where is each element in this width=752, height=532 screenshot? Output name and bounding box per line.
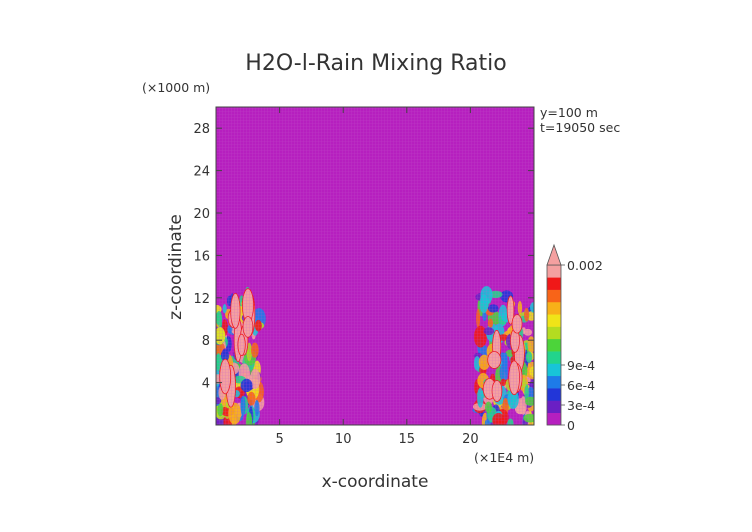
colorbar-segment — [547, 412, 561, 426]
x-tick-label: 15 — [399, 432, 416, 447]
colorbar-tick-label: 3e-4 — [567, 398, 595, 413]
colorbar-segment — [547, 351, 561, 364]
y-axis-title: z-coordinate — [166, 214, 186, 320]
annotation-y: y=100 m — [540, 105, 598, 120]
x-tick-label: 10 — [335, 432, 352, 447]
colorbar-tick-label: 9e-4 — [567, 358, 595, 373]
y-tick-label: 28 — [193, 122, 210, 137]
y-tick-label: 12 — [193, 292, 210, 307]
field-grid-texture — [216, 107, 534, 425]
colorbar-segment — [547, 265, 561, 278]
plot-frame — [215, 106, 535, 426]
colorbar-segment — [547, 400, 561, 413]
y-axis-units: (×1000 m) — [142, 80, 210, 95]
y-tick-label: 8 — [202, 334, 210, 349]
x-tick-label: 20 — [462, 432, 479, 447]
x-tick-label: 5 — [275, 432, 283, 447]
colorbar-segment — [547, 388, 561, 401]
y-tick-label: 24 — [193, 165, 210, 180]
colorbar: 0 3e-4 6e-4 9e-4 0.002 — [546, 243, 603, 433]
colorbar-segment — [547, 301, 561, 315]
colorbar-extend-arrow — [546, 243, 562, 266]
plot-area — [215, 106, 535, 426]
colorbar-segment — [547, 314, 561, 327]
colorbar-segment — [547, 277, 561, 290]
y-axis: 4 8 12 16 20 24 28 — [193, 122, 534, 392]
annotation-t: t=19050 sec — [540, 120, 620, 135]
colorbar-tick-label: 6e-4 — [567, 378, 595, 393]
colorbar-segment — [547, 289, 561, 303]
colorbar-segment — [547, 326, 561, 340]
colorbar-segment — [547, 338, 561, 352]
y-tick-label: 16 — [193, 249, 210, 264]
y-tick-label: 4 — [202, 377, 210, 392]
y-tick-label: 20 — [193, 207, 210, 222]
colorbar-segment — [547, 375, 561, 389]
colorbar-segment — [547, 363, 561, 377]
colorbar-tick-label: 0 — [567, 418, 575, 433]
x-axis-units: (×1E4 m) — [474, 450, 534, 465]
x-axis: 5 10 15 20 — [275, 107, 479, 447]
chart-title: H2O-l-Rain Mixing Ratio — [245, 51, 506, 76]
x-axis-title: x-coordinate — [322, 472, 429, 492]
colorbar-tick-label: 0.002 — [567, 258, 603, 273]
